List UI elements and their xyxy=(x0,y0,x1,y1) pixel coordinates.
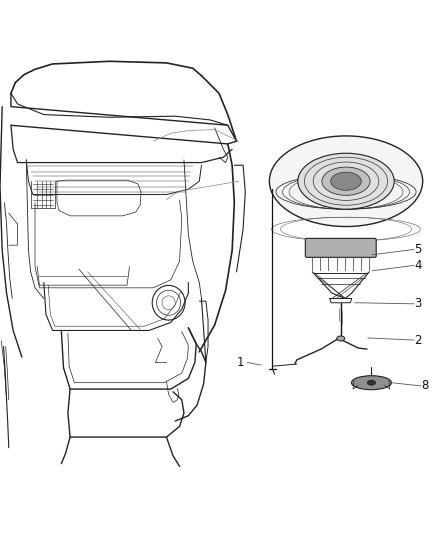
Ellipse shape xyxy=(367,380,375,385)
Ellipse shape xyxy=(269,136,423,227)
Ellipse shape xyxy=(331,172,361,190)
Text: 3: 3 xyxy=(415,297,422,310)
Ellipse shape xyxy=(298,154,394,209)
Text: 1: 1 xyxy=(237,356,245,369)
Text: 2: 2 xyxy=(414,334,422,346)
Ellipse shape xyxy=(337,336,345,341)
Text: 5: 5 xyxy=(415,243,422,256)
Text: 4: 4 xyxy=(414,259,422,272)
Ellipse shape xyxy=(351,376,392,390)
Ellipse shape xyxy=(322,167,370,196)
Text: 8: 8 xyxy=(421,379,428,392)
FancyBboxPatch shape xyxy=(305,238,376,257)
